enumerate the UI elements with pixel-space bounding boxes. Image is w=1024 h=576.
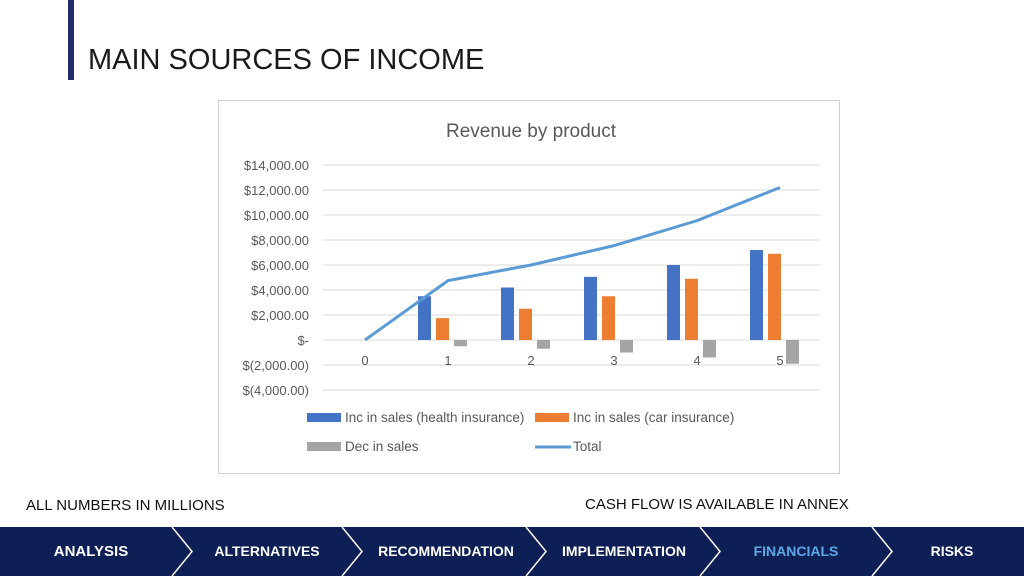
y-tick-label: $- — [297, 333, 309, 348]
bar-0-5 — [750, 250, 763, 340]
bar-1-3 — [602, 296, 615, 340]
bar-0-3 — [584, 276, 597, 340]
y-tick-label: $12,000.00 — [244, 183, 309, 198]
y-tick-label: $4,000.00 — [251, 283, 309, 298]
total-line — [364, 186, 781, 342]
y-tick-label: $10,000.00 — [244, 208, 309, 223]
bar-0-4 — [667, 265, 680, 340]
bar-2-3 — [620, 340, 633, 353]
nav-analysis[interactable]: ANALYSIS — [53, 543, 129, 560]
legend-swatch — [307, 442, 341, 451]
nav-recommendation[interactable]: RECOMMENDATION — [378, 543, 514, 559]
bar-2-5 — [786, 340, 799, 364]
x-tick-label: 2 — [527, 353, 534, 368]
bar-2-2 — [537, 340, 550, 349]
page-title: MAIN SOURCES OF INCOME — [88, 44, 485, 76]
chevron-right-icon — [341, 527, 363, 576]
bar-0-1 — [418, 296, 431, 340]
x-tick-label: 0 — [361, 353, 368, 368]
chevron-right-icon — [525, 527, 547, 576]
x-tick-label: 5 — [776, 353, 783, 368]
annex-note: CASH FLOW IS AVAILABLE IN ANNEX — [585, 496, 849, 513]
y-tick-label: $14,000.00 — [244, 158, 309, 173]
legend-swatch — [535, 413, 569, 422]
legend-swatch — [307, 413, 341, 422]
bar-2-4 — [703, 340, 716, 358]
bar-0-2 — [501, 287, 514, 340]
y-tick-label: $8,000.00 — [251, 233, 309, 248]
nav-financials[interactable]: FINANCIALS — [753, 543, 839, 559]
chevron-right-icon — [171, 527, 193, 576]
bar-1-4 — [685, 278, 698, 340]
legend-entry: Dec in sales — [345, 439, 419, 454]
chevron-right-icon — [871, 527, 893, 576]
legend-entry: Total — [573, 439, 602, 454]
nav-risks[interactable]: RISKS — [930, 543, 974, 559]
y-tick-label: $(4,000.00) — [243, 383, 310, 398]
legend-entry: Inc in sales (health insurance) — [345, 410, 524, 425]
x-tick-label: 4 — [693, 353, 700, 368]
section-nav: ANALYSIS ALTERNATIVES RECOMMENDATION IMP… — [0, 527, 1024, 576]
title-accent-bar — [68, 0, 74, 80]
nav-implementation[interactable]: IMPLEMENTATION — [562, 543, 686, 559]
legend-entry: Inc in sales (car insurance) — [573, 410, 734, 425]
bar-1-1 — [436, 318, 449, 340]
bar-1-5 — [768, 253, 781, 340]
x-tick-label: 1 — [444, 353, 451, 368]
y-tick-label: $2,000.00 — [251, 308, 309, 323]
chart-canvas: Revenue by product $14,000.00 $12,000.00 $… — [243, 121, 820, 454]
bar-1-2 — [519, 308, 532, 340]
chart-title: Revenue by product — [446, 121, 617, 142]
y-tick-label: $6,000.00 — [251, 258, 309, 273]
nav-alternatives[interactable]: ALTERNATIVES — [214, 543, 320, 559]
chevron-right-icon — [699, 527, 721, 576]
units-note: ALL NUMBERS IN MILLIONS — [26, 497, 225, 514]
y-tick-label: $(2,000.00) — [243, 358, 310, 373]
revenue-chart: Revenue by product $14,000.00 $12,000.00 $… — [218, 100, 840, 474]
bar-2-1 — [454, 340, 467, 347]
x-tick-label: 3 — [610, 353, 617, 368]
